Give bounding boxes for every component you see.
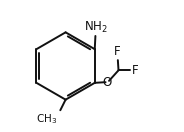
Text: F: F — [114, 45, 121, 58]
Text: F: F — [132, 64, 138, 77]
Text: O: O — [103, 76, 112, 89]
Text: NH$_2$: NH$_2$ — [84, 20, 107, 35]
Text: CH$_3$: CH$_3$ — [36, 112, 58, 126]
